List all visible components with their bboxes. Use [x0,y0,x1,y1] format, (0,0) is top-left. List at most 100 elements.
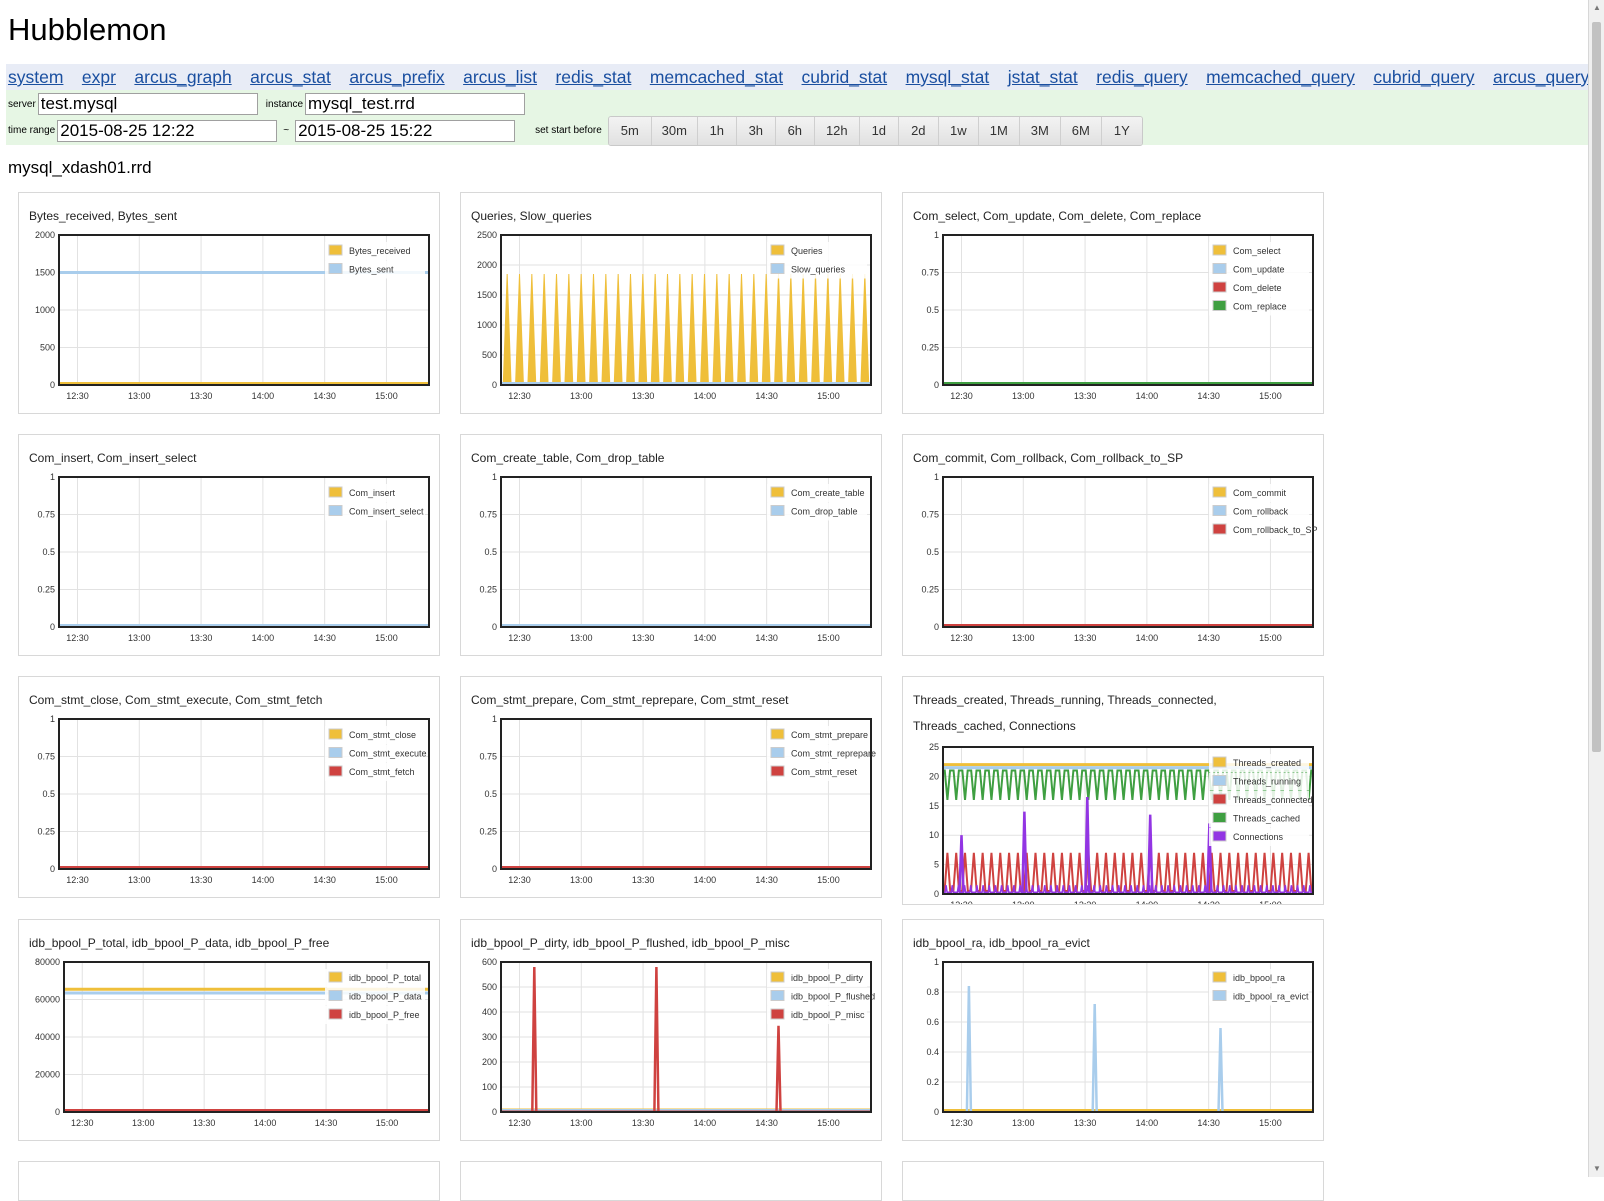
scroll-thumb[interactable] [1592,22,1601,752]
x-tick-label: 14:30 [313,391,336,401]
server-input[interactable] [37,93,258,115]
y-tick-label: 0.4 [926,1047,939,1057]
series-threads-connected [943,852,1313,893]
plot-frame [500,476,872,628]
scroll-down-icon[interactable]: ▼ [1593,1164,1601,1173]
x-tick-label: 13:00 [1012,900,1035,904]
range-button-1d[interactable]: 1d [859,116,899,145]
series-idb-bpool-ra-evict-peak [1217,1027,1224,1113]
nav-link-cubrid-stat[interactable]: cubrid_stat [801,67,888,87]
y-tick-label: 1 [934,957,939,967]
range-button-5m[interactable]: 5m [608,116,652,145]
legend-bg [1209,242,1309,260]
chart-svg: Com_stmt_prepare, Com_stmt_reprepare, Co… [471,693,876,885]
range-button-30m[interactable]: 30m [651,116,698,145]
nav-link-arcus-query[interactable]: arcus_query [1493,67,1588,87]
y-tick-label: 500 [40,343,55,353]
nav-link-redis-stat[interactable]: redis_stat [555,67,632,87]
x-tick-label: 14:30 [1197,633,1220,643]
y-tick-label: 0 [492,864,497,874]
nav-link-arcus-graph[interactable]: arcus_graph [134,67,232,87]
page-scrollbar[interactable]: ▲ ▼ [1588,0,1604,1177]
time-start-input[interactable] [57,119,278,142]
chart-title: Threads_created, Threads_running, Thread… [913,693,1217,707]
legend-swatch [1212,793,1227,805]
legend-label: Com_replace [1233,302,1287,312]
legend-swatch [328,1008,343,1020]
range-button-3h[interactable]: 3h [736,116,776,145]
legend-label: Bytes_sent [349,265,394,275]
x-tick-label: 14:00 [252,633,275,643]
x-tick-label: 14:00 [694,1118,717,1128]
chart-svg: idb_bpool_P_total, idb_bpool_P_data, idb… [29,936,430,1128]
chart-queries: Queries, Slow_queries 2500 2000 1500 1000 500… [460,192,882,414]
legend-label: Com_create_table [791,488,865,498]
legend-swatch [770,728,785,740]
series-idb-bpool-p-misc-peak [653,966,660,1112]
nav-link-memcached-stat[interactable]: memcached_stat [649,67,784,87]
nav-link-system[interactable]: system [8,67,64,87]
y-tick-label: 0.8 [926,987,939,997]
range-button-group: 5m 30m 1h 3h 6h 12h 1d 2d 1w 1M 3M 6M 1Y [607,115,1143,146]
y-tick-label: 5 [934,860,939,870]
legend-swatch [770,971,785,983]
legend-swatch [328,244,343,256]
nav-link-memcached-query[interactable]: memcached_query [1206,67,1355,87]
chart-title: Com_insert, Com_insert_select [29,451,197,465]
legend-bg [1209,791,1309,809]
nav-link-cubrid-query[interactable]: cubrid_query [1373,67,1475,87]
legend-bg [1209,260,1309,279]
series-connections-peak [1084,796,1091,893]
legend-label: Com_stmt_fetch [349,767,415,777]
time-end-input[interactable] [295,119,516,142]
range-button-1h[interactable]: 1h [697,116,737,145]
x-tick-label: 14:00 [252,875,275,885]
scroll-up-icon[interactable]: ▲ [1593,3,1601,12]
app-title: Hubblemon [8,12,167,47]
series-idb-bpool-p-misc-peak [531,966,538,1112]
nav-link-expr[interactable]: expr [81,67,116,87]
y-tick-label: 0.6 [926,1017,939,1027]
range-button-1M[interactable]: 1M [978,116,1020,145]
legend-bg [325,1006,425,1024]
nav-link-redis-query[interactable]: redis_query [1096,67,1188,87]
range-button-6h[interactable]: 6h [775,116,815,145]
nav-link-jstat-stat[interactable]: jstat_stat [1007,67,1078,87]
instance-input[interactable] [305,93,526,115]
nav-link-arcus-prefix[interactable]: arcus_prefix [349,67,445,87]
x-tick-label: 14:00 [1136,1118,1159,1128]
x-tick-label: 13:00 [1012,633,1035,643]
chart-com-commit: Com_commit, Com_rollback, Com_rollback_t… [902,434,1324,656]
range-button-1w[interactable]: 1w [938,116,979,145]
series-connections-peak [958,835,965,893]
x-tick-label: 13:00 [1012,1118,1035,1128]
range-button-6M[interactable]: 6M [1060,116,1102,145]
nav-link-arcus-list[interactable]: arcus_list [463,67,538,87]
chart-com-stmt-prepare: Com_stmt_prepare, Com_stmt_reprepare, Co… [460,676,882,898]
y-tick-label: 0.25 [37,827,55,837]
range-button-12h[interactable]: 12h [814,116,860,145]
legend-label: Com_commit [1233,488,1287,498]
x-tick-label: 14:30 [755,875,778,885]
x-tick-label: 13:30 [1074,391,1097,401]
legend-bg [1209,484,1309,502]
chart-title: Com_stmt_close, Com_stmt_execute, Com_st… [29,693,322,707]
range-button-1Y[interactable]: 1Y [1101,116,1142,145]
x-tick-label: 15:00 [1259,633,1282,643]
y-tick-label: 0.75 [921,268,939,278]
legend-swatch [1212,775,1227,786]
nav-link-mysql-stat[interactable]: mysql_stat [905,67,990,87]
y-tick-label: 0.75 [479,752,497,762]
chart-placeholder-1 [18,1161,440,1201]
nav-link-arcus-stat[interactable]: arcus_stat [250,67,331,87]
chart-svg: Com_stmt_close, Com_stmt_execute, Com_st… [29,693,430,885]
legend-bg [1209,772,1309,791]
legend-bg [1209,987,1309,1006]
y-tick-label: 0.25 [479,585,497,595]
x-tick-label: 15:00 [817,391,840,401]
y-tick-label: 0.25 [37,585,55,595]
plot-frame [942,961,1314,1113]
range-button-3M[interactable]: 3M [1019,116,1061,145]
range-button-2d[interactable]: 2d [898,116,939,145]
y-tick-label: 100 [482,1082,497,1092]
